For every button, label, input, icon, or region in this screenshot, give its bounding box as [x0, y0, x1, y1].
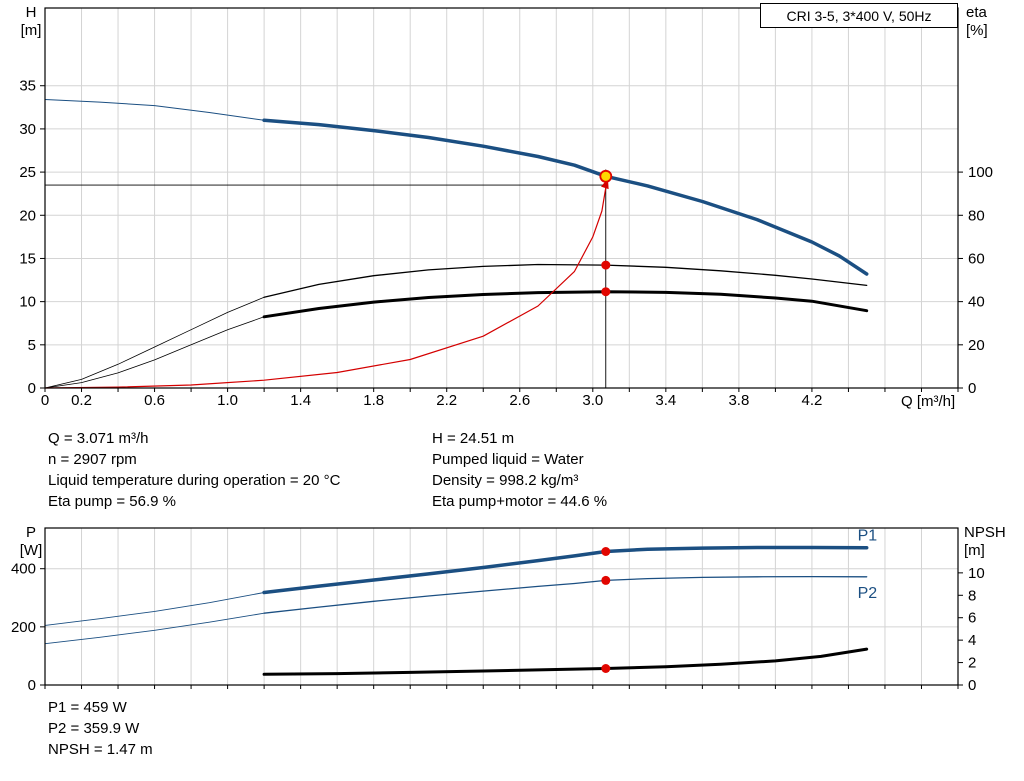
svg-text:6: 6 — [968, 610, 976, 627]
head-axis-unit: [m] — [20, 22, 42, 39]
power-info-column: P1 = 459 W P2 = 359.9 W NPSH = 1.47 m — [48, 697, 153, 760]
svg-text:25: 25 — [19, 164, 36, 181]
chart-power-npsh: P1 P2 0 200 400 0 2 4 6 8 10 — [11, 527, 985, 694]
svg-text:80: 80 — [968, 207, 985, 224]
info-p1: P1 = 459 W — [48, 699, 127, 716]
svg-text:200: 200 — [11, 619, 36, 636]
pump-title-box: CRI 3-5, 3*400 V, 50Hz — [760, 3, 958, 28]
svg-text:8: 8 — [968, 587, 976, 604]
duty-info-right-column: H = 24.51 m Pumped liquid = Water Densit… — [432, 428, 607, 512]
power-axis-title: P [W] — [12, 524, 50, 560]
power-axis-quantity: P — [25, 524, 36, 541]
svg-text:3.8: 3.8 — [728, 392, 749, 409]
info-npsh: NPSH = 1.47 m — [48, 741, 153, 758]
info-head: H = 24.51 m — [432, 430, 515, 447]
svg-text:4.2: 4.2 — [801, 392, 822, 409]
svg-text:4: 4 — [968, 632, 976, 649]
svg-text:20: 20 — [19, 207, 36, 224]
info-flow: Q = 3.071 m³/h — [48, 430, 149, 447]
duty-dot-marker — [601, 260, 611, 270]
svg-text:0: 0 — [968, 380, 976, 397]
duty-crosshair — [45, 169, 607, 388]
svg-text:35: 35 — [19, 78, 36, 95]
npsh-axis-title: NPSH [m] — [964, 524, 1006, 560]
svg-text:400: 400 — [11, 561, 36, 578]
axis-tick-labels: 0 5 10 15 20 25 30 35 0 20 40 60 80 100 0 0.2 0.6 1.0 1.4 1… — [19, 78, 993, 409]
eta-axis-title: eta [%] — [966, 4, 988, 40]
gridlines — [45, 528, 958, 685]
svg-text:0.2: 0.2 — [71, 392, 92, 409]
head-axis-quantity: H — [25, 4, 37, 21]
svg-text:2.2: 2.2 — [436, 392, 457, 409]
plot-border — [44, 527, 959, 686]
svg-text:3.4: 3.4 — [655, 392, 676, 409]
svg-text:5: 5 — [28, 337, 36, 354]
eta-pump-extension — [44, 296, 265, 389]
eta-pump-motor-curve — [262, 290, 869, 319]
eta-axis-unit: [%] — [966, 22, 988, 39]
flow-axis-title: Q [m³/h] — [901, 393, 955, 411]
svg-text:0: 0 — [968, 677, 976, 694]
svg-text:40: 40 — [968, 294, 985, 311]
svg-text:10: 10 — [968, 565, 985, 582]
svg-text:100: 100 — [968, 164, 993, 181]
plot-border — [44, 7, 959, 389]
info-eta-pump: Eta pump = 56.9 % — [48, 493, 176, 510]
axis-ticks — [40, 568, 963, 689]
npsh-axis-unit: [m] — [964, 542, 985, 559]
svg-text:0: 0 — [28, 380, 36, 397]
eta-axis-quantity: eta — [966, 4, 987, 21]
head-curve — [262, 118, 869, 276]
duty-dot-marker — [601, 664, 611, 673]
flow-axis-label: Q [m³/h] — [901, 393, 956, 410]
svg-text:2.6: 2.6 — [509, 392, 530, 409]
eta-pump-curve — [263, 263, 868, 298]
info-eta-pump-motor: Eta pump+motor = 44.6 % — [432, 493, 608, 510]
info-speed: n = 2907 rpm — [48, 451, 137, 468]
pump-title: CRI 3-5, 3*400 V, 50Hz — [786, 7, 932, 24]
system-curve — [44, 187, 607, 389]
duty-dot-marker — [601, 287, 611, 297]
svg-text:0: 0 — [41, 392, 49, 409]
curve-label-p1: P1 — [858, 528, 878, 545]
axis-ticks — [40, 85, 963, 392]
svg-text:0: 0 — [28, 677, 36, 694]
duty-dot-marker — [601, 575, 611, 585]
chart-head-eta: 0 5 10 15 20 25 30 35 0 20 40 60 80 100 0 0.2 0.6 1.0 1.4 1… — [19, 7, 993, 409]
eta-pump-motor-extension — [44, 316, 265, 389]
svg-text:3.0: 3.0 — [582, 392, 603, 409]
info-density: Density = 998.2 kg/m³ — [432, 472, 579, 489]
duty-point-marker[interactable] — [599, 169, 613, 183]
svg-text:2: 2 — [968, 655, 976, 672]
axis-tick-labels: 0 200 400 0 2 4 6 8 10 — [11, 561, 985, 694]
svg-text:1.8: 1.8 — [363, 392, 384, 409]
svg-text:15: 15 — [19, 250, 36, 267]
svg-text:1.0: 1.0 — [217, 392, 238, 409]
info-pumped-liquid: Pumped liquid = Water — [432, 451, 584, 468]
svg-text:10: 10 — [19, 294, 36, 311]
duty-info-left-column: Q = 3.071 m³/h n = 2907 rpm Liquid tempe… — [48, 428, 340, 512]
head-curve-extension — [44, 99, 265, 121]
p2-curve — [263, 575, 868, 614]
npsh-curve — [262, 647, 869, 676]
duty-dot-marker — [601, 547, 611, 556]
svg-text:1.4: 1.4 — [290, 392, 311, 409]
info-liquid-temperature: Liquid temperature during operation = 20… — [48, 472, 341, 489]
p1-extension — [44, 592, 265, 626]
svg-text:0.6: 0.6 — [144, 392, 165, 409]
p2-extension — [44, 612, 265, 645]
npsh-axis-quantity: NPSH — [964, 524, 1006, 541]
gridlines — [45, 8, 958, 388]
curve-label-p2: P2 — [858, 585, 878, 602]
p1-curve — [262, 545, 869, 595]
head-axis-title: H [m] — [12, 4, 50, 40]
svg-text:20: 20 — [968, 337, 985, 354]
svg-text:30: 30 — [19, 121, 36, 138]
info-p2: P2 = 359.9 W — [48, 720, 140, 737]
power-axis-unit: [W] — [19, 542, 43, 559]
svg-text:60: 60 — [968, 250, 985, 267]
